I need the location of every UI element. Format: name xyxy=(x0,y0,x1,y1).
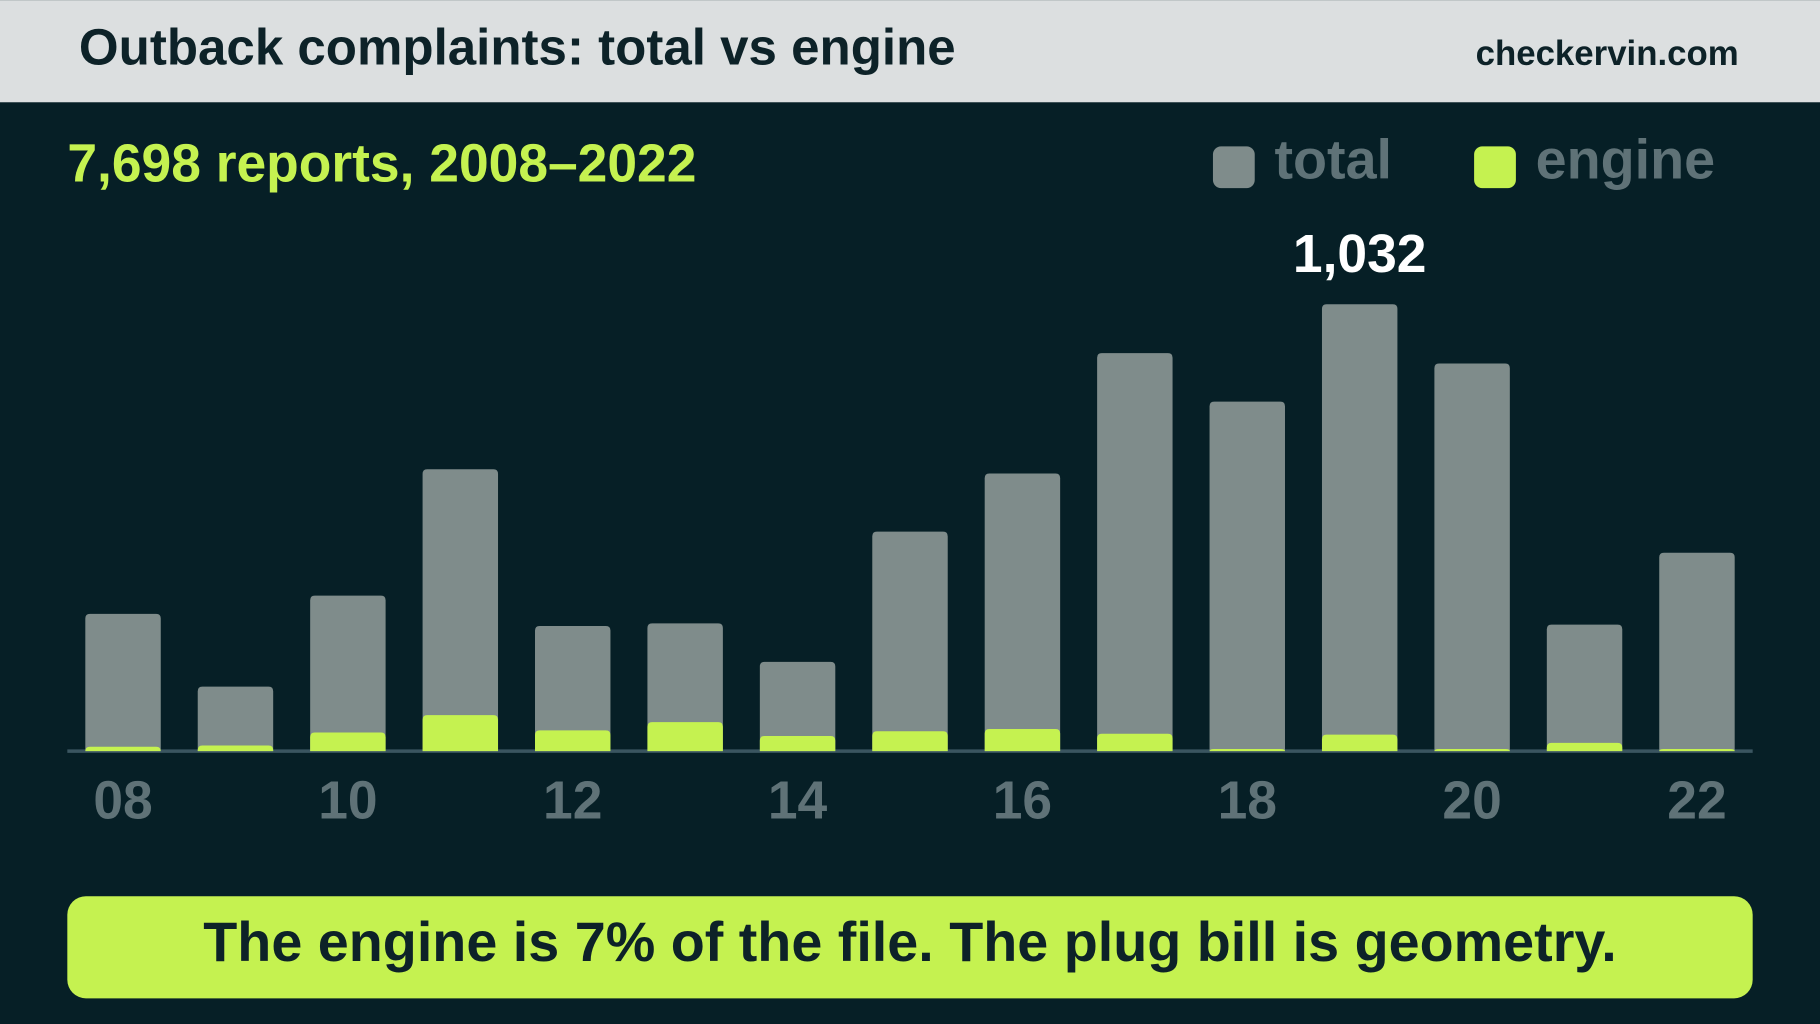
bar xyxy=(1209,748,1285,752)
bar xyxy=(872,731,948,752)
bar xyxy=(984,473,1061,752)
bar xyxy=(1097,733,1173,752)
bar xyxy=(310,732,386,752)
x-tick-label: 22 xyxy=(1667,772,1726,831)
bar xyxy=(759,735,836,752)
bar xyxy=(85,613,161,752)
bar xyxy=(1097,353,1173,752)
bar xyxy=(85,746,161,752)
bar xyxy=(1321,734,1398,752)
bar xyxy=(422,469,499,752)
data-label: 1,032 xyxy=(1293,225,1427,284)
x-tick-label: 14 xyxy=(768,772,828,831)
legend-label: engine xyxy=(1536,129,1716,191)
bar xyxy=(535,625,611,752)
bar xyxy=(197,745,274,752)
bar xyxy=(1321,304,1398,752)
x-tick-label: 08 xyxy=(93,772,152,831)
header-bar xyxy=(0,0,1820,103)
x-tick-label: 18 xyxy=(1218,772,1277,831)
legend-swatch xyxy=(1212,146,1255,189)
legend-swatch xyxy=(1474,146,1516,189)
bar xyxy=(759,661,836,752)
bar xyxy=(1434,748,1510,752)
bar xyxy=(310,595,386,752)
bar xyxy=(1434,363,1510,752)
bar xyxy=(1659,748,1735,752)
chart-title: Outback complaints: total vs engine xyxy=(79,19,956,76)
bar xyxy=(647,623,723,752)
bar xyxy=(535,730,611,752)
bar xyxy=(1546,624,1623,752)
x-tick-label: 12 xyxy=(543,772,602,831)
x-tick-label: 16 xyxy=(993,772,1052,831)
bar xyxy=(1659,552,1735,752)
footer-text: The engine is 7% of the file. The plug b… xyxy=(203,911,1616,973)
site: checkervin.com xyxy=(1476,34,1739,73)
bar xyxy=(872,531,948,752)
bar xyxy=(422,715,499,752)
bar xyxy=(647,722,723,752)
x-tick-label: 20 xyxy=(1442,772,1501,831)
bar xyxy=(197,686,274,752)
bar xyxy=(984,729,1061,752)
bar xyxy=(1209,401,1285,752)
bar xyxy=(1546,742,1623,752)
subtitle: 7,698 reports, 2008–2022 xyxy=(67,134,696,193)
x-tick-label: 10 xyxy=(318,772,377,831)
footer-box xyxy=(67,896,1753,999)
legend-label: total xyxy=(1274,129,1392,191)
